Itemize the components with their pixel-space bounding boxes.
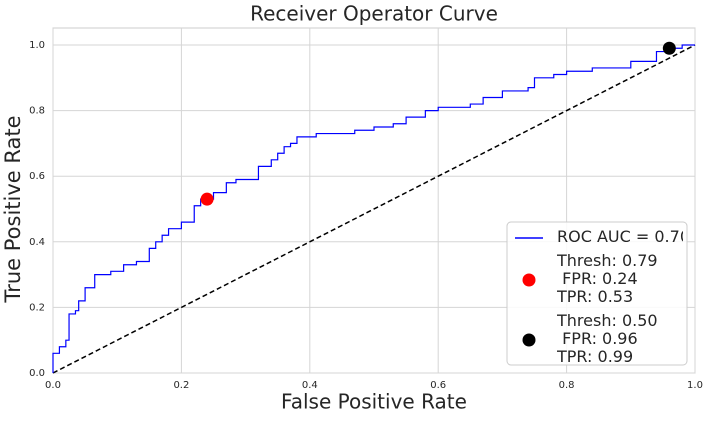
legend-label: Thresh: 0.50 FPR: 0.96 TPR: 0.99	[557, 312, 658, 366]
x-tick-label: 0.4	[302, 380, 318, 391]
x-tick-label: 1.0	[687, 380, 703, 391]
x-axis-label: False Positive Rate	[281, 390, 467, 414]
x-tick-label: 0.0	[45, 380, 61, 391]
y-tick-label: 0.4	[29, 237, 45, 248]
x-tick-label: 0.8	[559, 380, 575, 391]
legend-entry: Thresh: 0.50 FPR: 0.96 TPR: 0.99	[557, 312, 658, 366]
point	[200, 192, 214, 206]
reference-line	[52, 44, 696, 374]
chart-title: Receiver Operator Curve	[250, 2, 498, 26]
y-tick-label: 0.0	[29, 368, 45, 379]
y-tick-label: 0.6	[29, 171, 45, 182]
x-tick-label: 0.6	[430, 380, 446, 391]
legend-entry: ROC AUC = 0.70	[557, 228, 683, 246]
y-axis-label: True Positive Rate	[1, 115, 25, 303]
x-tick-label: 0.2	[173, 380, 189, 391]
legend-swatch	[522, 273, 536, 287]
y-tick-label: 1.0	[29, 40, 45, 51]
legend-entry: Thresh: 0.79 FPR: 0.24 TPR: 0.53	[557, 252, 658, 306]
roc-line	[52, 44, 695, 373]
legend	[506, 221, 688, 366]
y-tick-label: 0.2	[29, 302, 45, 313]
legend-label: ROC AUC = 0.70	[557, 228, 683, 246]
y-tick-label: 0.8	[29, 106, 45, 117]
point	[662, 41, 676, 55]
legend-swatch	[522, 333, 536, 347]
legend-label: Thresh: 0.79 FPR: 0.24 TPR: 0.53	[557, 252, 658, 306]
